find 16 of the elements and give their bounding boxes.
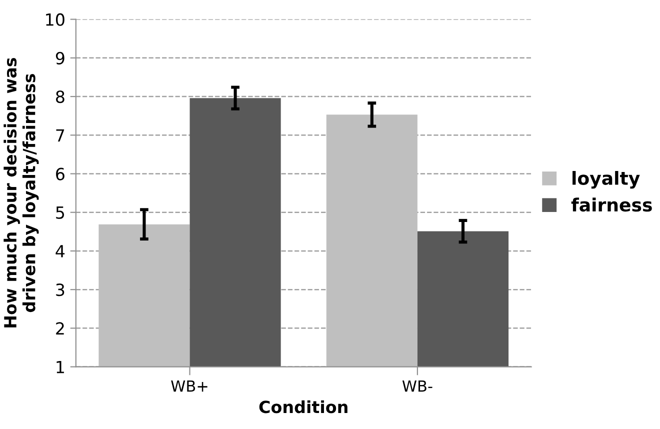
y-tick-label: 7 — [56, 129, 64, 142]
x-tick-label: WB- — [402, 380, 432, 392]
legend-label: fairness — [571, 198, 652, 212]
y-tick-label: 3 — [56, 284, 64, 296]
y-tick-label: 6 — [56, 168, 64, 180]
x-axis-title: Condition — [259, 400, 348, 414]
y-tick-label: 4 — [56, 245, 65, 258]
y-tick-label: 10 — [46, 13, 64, 26]
y-tick-label: 8 — [56, 90, 64, 104]
y-tick-label: 5 — [56, 206, 64, 219]
y-tick-label: 2 — [56, 322, 64, 335]
y-axis-title: How much your decision was driven by loyalty/fairness — [4, 58, 39, 328]
y-tick-label: 1 — [56, 360, 64, 374]
y-tick-label: 9 — [56, 52, 64, 64]
legend-label: loyalty — [572, 170, 640, 189]
x-tick-label: WB+ — [171, 380, 208, 392]
